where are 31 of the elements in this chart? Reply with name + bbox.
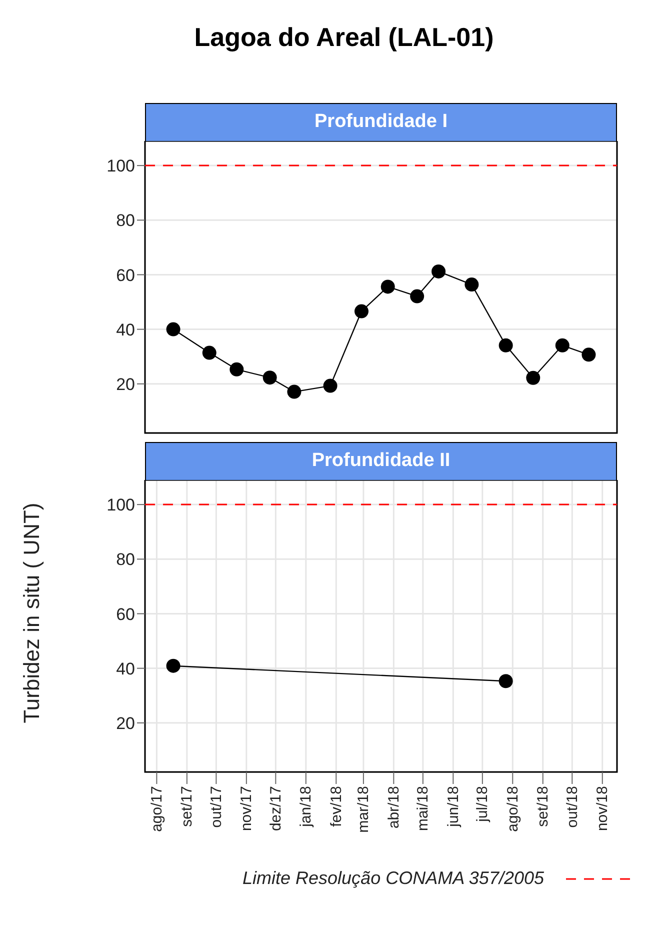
legend-label: Limite Resolução CONAMA 357/2005 xyxy=(242,868,544,889)
y-tick-label: 20 xyxy=(116,714,135,733)
y-axis-title: Turbidez in situ ( UNT) xyxy=(19,502,45,724)
y-tick-label: 20 xyxy=(116,374,135,394)
y-tick-label: 80 xyxy=(116,550,135,570)
chart-subtitle: Profundidade II xyxy=(145,442,617,480)
y-tick-label: 60 xyxy=(116,266,135,285)
y-tick-label: 100 xyxy=(106,156,135,176)
x-tick-label: out/17 xyxy=(208,786,225,828)
x-tick-label: mar/18 xyxy=(355,786,372,833)
x-tick-label: fev/18 xyxy=(328,786,345,827)
chart-subtitle: Profundidade I xyxy=(145,103,617,141)
y-tick-label: 40 xyxy=(116,320,135,340)
x-tick-label: set/18 xyxy=(534,786,552,827)
x-tick-label: ago/17 xyxy=(148,786,166,832)
y-tick-label: 60 xyxy=(116,604,135,624)
x-tick-label: jul/18 xyxy=(474,786,492,823)
y-tick-label: 100 xyxy=(106,496,135,515)
x-tick-label: jan/18 xyxy=(298,786,315,828)
x-tick-label: jun/18 xyxy=(444,786,462,828)
x-tick-label: out/18 xyxy=(564,786,581,828)
x-tick-label: ago/18 xyxy=(504,786,522,832)
x-tick-label: nov/17 xyxy=(238,786,256,832)
x-tick-label: mai/18 xyxy=(414,786,432,832)
x-tick-label: dez/17 xyxy=(267,786,284,832)
x-tick-label: set/17 xyxy=(178,786,196,827)
x-tick-label: nov/18 xyxy=(594,786,612,832)
y-tick-label: 40 xyxy=(116,659,135,678)
y-tick-label: 80 xyxy=(116,211,135,230)
x-tick-label: abr/18 xyxy=(385,786,402,829)
chart-title: Lagoa do Areal (LAL-01) xyxy=(193,21,495,54)
